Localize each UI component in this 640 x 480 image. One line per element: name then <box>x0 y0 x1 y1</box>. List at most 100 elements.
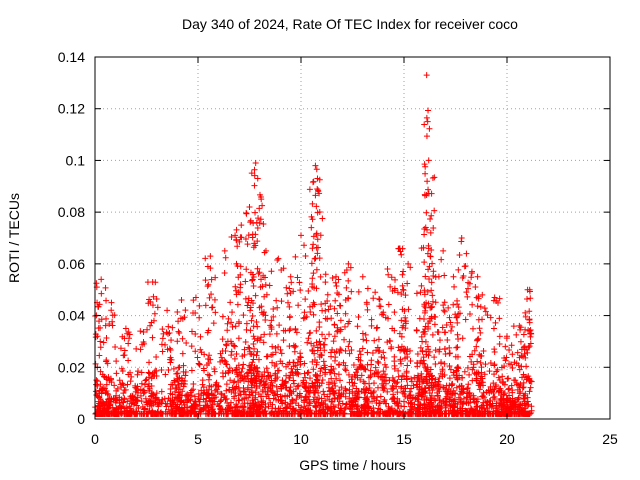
data-point <box>209 305 215 311</box>
data-point <box>430 268 436 274</box>
data-point <box>183 340 189 346</box>
data-point <box>463 317 469 323</box>
data-point <box>431 208 437 214</box>
data-point <box>189 367 195 373</box>
data-point <box>318 274 324 280</box>
data-point <box>482 305 488 311</box>
data-point <box>275 256 281 262</box>
data-point <box>139 381 145 387</box>
data-point <box>419 339 425 345</box>
data-point <box>479 292 485 298</box>
data-point <box>433 299 439 305</box>
data-point <box>103 298 109 304</box>
data-point <box>212 369 218 375</box>
data-point <box>145 279 151 285</box>
data-point <box>337 303 343 309</box>
data-point <box>492 349 498 355</box>
data-point <box>179 297 185 303</box>
data-point <box>371 338 377 344</box>
data-point <box>464 294 470 300</box>
data-point <box>308 225 314 231</box>
data-point <box>497 333 503 339</box>
data-point <box>225 316 231 322</box>
data-point <box>247 307 253 313</box>
data-point <box>286 285 292 291</box>
data-point <box>303 253 309 259</box>
data-point <box>521 331 527 337</box>
data-point <box>404 362 410 368</box>
data-point <box>224 381 230 387</box>
data-point <box>381 355 387 361</box>
data-point <box>414 290 420 296</box>
data-point <box>324 316 330 322</box>
data-point <box>322 342 328 348</box>
data-point <box>97 339 103 345</box>
data-point <box>365 286 371 292</box>
data-point <box>236 335 242 341</box>
data-point <box>333 283 339 289</box>
data-point <box>297 350 303 356</box>
data-point <box>238 281 244 287</box>
data-point <box>307 330 313 336</box>
x-tick-label: 15 <box>396 431 412 447</box>
data-point <box>421 121 427 127</box>
data-point <box>317 368 323 374</box>
data-point <box>295 302 301 308</box>
data-point <box>431 354 437 360</box>
data-point <box>505 386 511 392</box>
data-point <box>98 276 104 282</box>
data-point <box>307 309 313 315</box>
x-tick-label: 10 <box>293 431 309 447</box>
y-tick-label: 0.14 <box>58 49 85 65</box>
data-point <box>355 323 361 329</box>
data-point <box>425 107 431 113</box>
data-point <box>117 377 123 383</box>
data-point <box>470 326 476 332</box>
data-point <box>364 350 370 356</box>
data-point <box>432 321 438 327</box>
data-point <box>263 282 269 288</box>
data-point <box>159 341 165 347</box>
data-point <box>133 346 139 352</box>
data-point <box>451 284 457 290</box>
data-point <box>313 328 319 334</box>
data-point <box>230 324 236 330</box>
data-point <box>158 367 164 373</box>
data-point <box>364 307 370 313</box>
data-point <box>309 260 315 266</box>
data-point <box>523 363 529 369</box>
data-point <box>478 360 484 366</box>
data-point <box>442 346 448 352</box>
data-point <box>328 354 334 360</box>
data-point <box>380 368 386 374</box>
data-point <box>502 344 508 350</box>
data-point <box>396 374 402 380</box>
data-point <box>426 126 432 132</box>
data-point <box>432 314 438 320</box>
data-point <box>454 320 460 326</box>
data-point <box>93 377 99 383</box>
data-point <box>421 226 427 232</box>
data-point <box>248 318 254 324</box>
data-point <box>360 330 366 336</box>
data-point <box>297 287 303 293</box>
data-point <box>192 348 198 354</box>
data-point <box>123 326 129 332</box>
data-point <box>460 335 466 341</box>
y-tick-label: 0.06 <box>58 256 85 272</box>
data-point <box>428 287 434 293</box>
data-point <box>478 364 484 370</box>
data-point <box>98 344 104 350</box>
data-point <box>128 378 134 384</box>
data-point <box>234 227 240 233</box>
data-point <box>169 325 175 331</box>
data-point <box>513 332 519 338</box>
data-point <box>174 338 180 344</box>
data-point <box>120 352 126 358</box>
data-point <box>176 330 182 336</box>
data-point <box>486 368 492 374</box>
data-point <box>197 362 203 368</box>
data-point <box>424 115 430 121</box>
data-point <box>302 371 308 377</box>
data-point <box>355 314 361 320</box>
